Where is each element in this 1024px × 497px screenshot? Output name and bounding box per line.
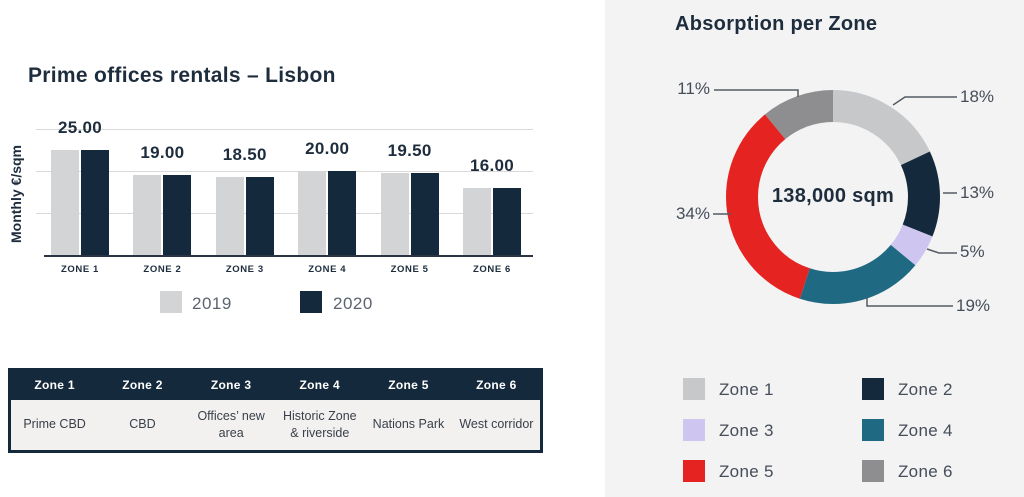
percent-label-zone-3: 5% (960, 242, 985, 261)
legend-swatch-2020 (300, 291, 322, 313)
donut-legend-label-zone-1: Zone 1 (719, 380, 774, 399)
bar-2020-zone-1 (81, 150, 109, 255)
bar-2020-zone-5 (410, 173, 439, 255)
zone-table-body-row: Prime CBD CBD Offices’ new area Historic Zo… (9, 399, 542, 452)
bar-2019-zone-6 (463, 187, 491, 255)
donut-segment-zone-6 (726, 90, 940, 304)
donut-legend-swatch-zone-5 (683, 460, 705, 482)
table-cell-zone-6: West corridor (452, 399, 542, 452)
zone-description-table: Zone 1 Zone 2 Zone 3 Zone 4 Zone 5 Zone 6 Pri… (8, 368, 543, 453)
table-cell-zone-4: Historic Zone & riverside (275, 399, 365, 452)
y-axis-label: Monthly €/sqm (8, 144, 24, 244)
donut-segment-zone-4 (726, 90, 940, 304)
table-header-zone-1: Zone 1 (9, 369, 99, 400)
leader-line-zone-6 (714, 89, 799, 97)
bar-2019-zone-4 (298, 171, 327, 255)
leader-line-zone-4 (866, 298, 953, 307)
x-axis-label-zone-2: ZONE 2 (143, 264, 182, 275)
bar-2020-zone-6 (493, 187, 521, 255)
bar-value-label-zone-4: 20.00 (305, 139, 350, 158)
leader-line-zone-3 (926, 248, 957, 254)
donut-legend-label-zone-3: Zone 3 (719, 421, 774, 440)
gridline-20 (36, 171, 533, 172)
bar-2020-zone-4 (328, 171, 357, 255)
x-axis-label-zone-4: ZONE 4 (308, 264, 347, 275)
bar-2020-zone-2 (163, 175, 192, 255)
table-cell-zone-2: CBD (98, 399, 187, 452)
x-axis-label-zone-1: ZONE 1 (61, 264, 99, 275)
x-axis-label-zone-6: ZONE 6 (473, 264, 511, 275)
bar-value-label-zone-2: 19.00 (140, 143, 185, 163)
bar-2019-zone-2 (133, 175, 162, 255)
bar-chart-legend: 2019 2020 (0, 291, 605, 317)
bar-chart-plot-area: 25.00 ZONE 1 19.00 ZONE 2 18.50 ZONE 3 20.00 ZO… (36, 118, 533, 275)
percent-label-zone-1: 18% (960, 87, 995, 106)
legend-label-2020: 2020 (333, 294, 373, 313)
donut-legend-swatch-zone-6 (862, 460, 884, 482)
bar-value-label-zone-6: 16.00 (469, 155, 515, 175)
bar-2020-zone-3 (245, 177, 274, 255)
zone-table-header-row: Zone 1 Zone 2 Zone 3 Zone 4 Zone 5 Zone 6 (9, 369, 542, 400)
percent-label-zone-5: 34% (675, 204, 710, 223)
donut-legend-swatch-zone-3 (683, 419, 705, 441)
x-axis-label-zone-5: ZONE 5 (390, 264, 429, 275)
bar-2019-zone-5 (380, 173, 409, 255)
donut-segment-zone-5 (726, 90, 940, 304)
percent-label-zone-6: 11% (677, 79, 710, 98)
legend-swatch-2019 (160, 291, 182, 313)
donut-legend-label-zone-4: Zone 4 (898, 421, 953, 440)
gridline-10 (36, 213, 533, 214)
bar-chart-title: Prime offices rentals – Lisbon (28, 64, 336, 87)
donut-legend-label-zone-6: Zone 6 (898, 462, 953, 481)
bar-value-label-zone-5: 19.50 (387, 141, 432, 161)
donut-legend-label-zone-5: Zone 5 (719, 462, 774, 481)
bar-value-label-zone-3: 18.50 (222, 145, 267, 165)
bar-2019-zone-3 (215, 177, 244, 255)
bar-2019-zone-1 (51, 150, 79, 255)
leader-line-zone-1 (892, 96, 957, 106)
table-cell-zone-1: Prime CBD (9, 399, 99, 452)
donut-legend: Zone 1 Zone 2 Zone 3 Zone 4 Zone 5 Zone 6 (605, 370, 1024, 497)
donut-legend-label-zone-2: Zone 2 (898, 380, 953, 399)
x-axis-label-zone-3: ZONE 3 (225, 264, 264, 275)
donut-legend-swatch-zone-4 (862, 419, 884, 441)
percent-label-zone-4: 19% (956, 296, 991, 315)
donut-legend-swatch-zone-2 (862, 378, 884, 400)
table-cell-zone-5: Nations Park (364, 399, 453, 452)
table-cell-zone-3: Offices’ new area (186, 399, 276, 452)
donut-center-total: 138,000 sqm (771, 185, 895, 207)
donut-legend-swatch-zone-1 (683, 378, 705, 400)
table-header-zone-5: Zone 5 (364, 369, 453, 400)
table-header-zone-6: Zone 6 (452, 369, 542, 400)
table-header-zone-3: Zone 3 (186, 369, 276, 400)
donut-segment-zone-2 (726, 90, 940, 304)
legend-label-2019: 2019 (192, 294, 232, 313)
table-header-zone-4: Zone 4 (275, 369, 365, 400)
absorption-panel: Absorption per Zone 138,000 sqm 18% 13% 5%… (605, 0, 1024, 497)
table-header-zone-2: Zone 2 (98, 369, 187, 400)
gridline-30 (36, 129, 533, 130)
percent-label-zone-2: 13% (960, 183, 995, 202)
donut-chart-title: Absorption per Zone (675, 13, 878, 35)
rentals-chart-panel: Prime offices rentals – Lisbon Monthly €… (0, 64, 605, 453)
bar-value-label-zone-1: 25.00 (57, 118, 103, 137)
donut-chart (713, 89, 957, 307)
